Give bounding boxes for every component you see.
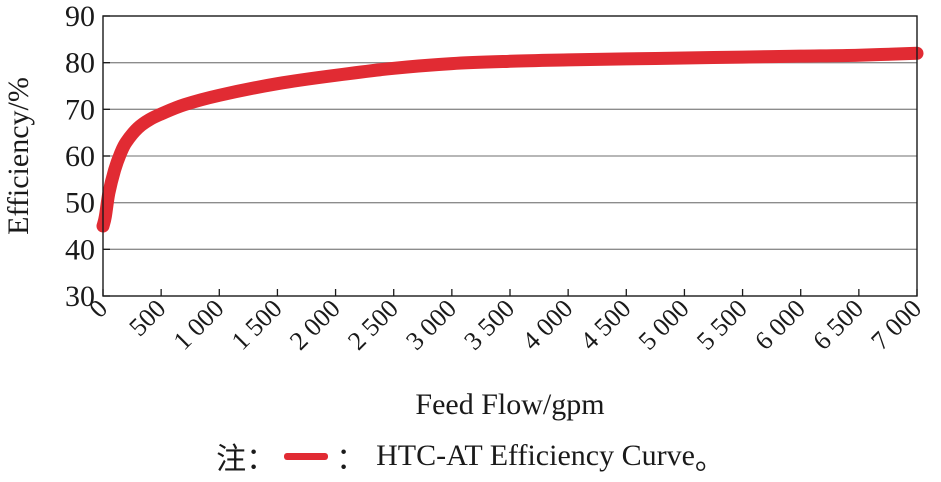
y-axis-label: Efficiency/% (2, 77, 35, 235)
legend-line-swatch (284, 452, 329, 460)
x-tick-label: 3 000 (400, 294, 462, 356)
series-group (96, 46, 924, 233)
plot-frame (102, 15, 918, 297)
x-tick-label: 0 (84, 294, 114, 324)
y-tick-label: 60 (65, 140, 95, 173)
x-tick-label: 1 500 (226, 294, 288, 356)
x-tick-label: 5 500 (691, 294, 753, 356)
series-line-0 (96, 46, 924, 233)
y-axis-ticks: 30 40 50 60 70 80 90 (65, 0, 110, 313)
y-tick-label: 80 (65, 47, 95, 80)
x-tick-label: 6 500 (807, 294, 869, 356)
x-tick-label: 500 (123, 294, 171, 342)
note-suffix: 。 (694, 443, 725, 476)
x-axis-label: Feed Flow/gpm (415, 388, 604, 421)
y-tick-label: 90 (65, 0, 95, 33)
chart-note: 注： ： HTC-AT Efficiency Curve 。 (0, 436, 941, 476)
y-tick-label: 50 (65, 187, 95, 220)
note-prefix: 注： (216, 443, 277, 476)
x-tick-label: 3 500 (458, 294, 520, 356)
x-tick-label: 2 500 (342, 294, 404, 356)
legend-label: HTC-AT Efficiency Curve (376, 439, 695, 472)
x-tick-label: 6 000 (749, 294, 811, 356)
y-tick-label: 70 (65, 93, 95, 126)
x-tick-label: 4 500 (575, 294, 637, 356)
x-tick-label: 2 000 (284, 294, 346, 356)
y-tick-label: 40 (65, 233, 95, 266)
x-tick-label: 5 000 (633, 294, 695, 356)
y-tick-label: 30 (65, 280, 95, 313)
note-separator: ： (336, 443, 367, 476)
x-tick-label: 7 000 (865, 294, 927, 356)
x-tick-label: 1 000 (168, 294, 230, 356)
x-tick-label: 4 000 (517, 294, 579, 356)
